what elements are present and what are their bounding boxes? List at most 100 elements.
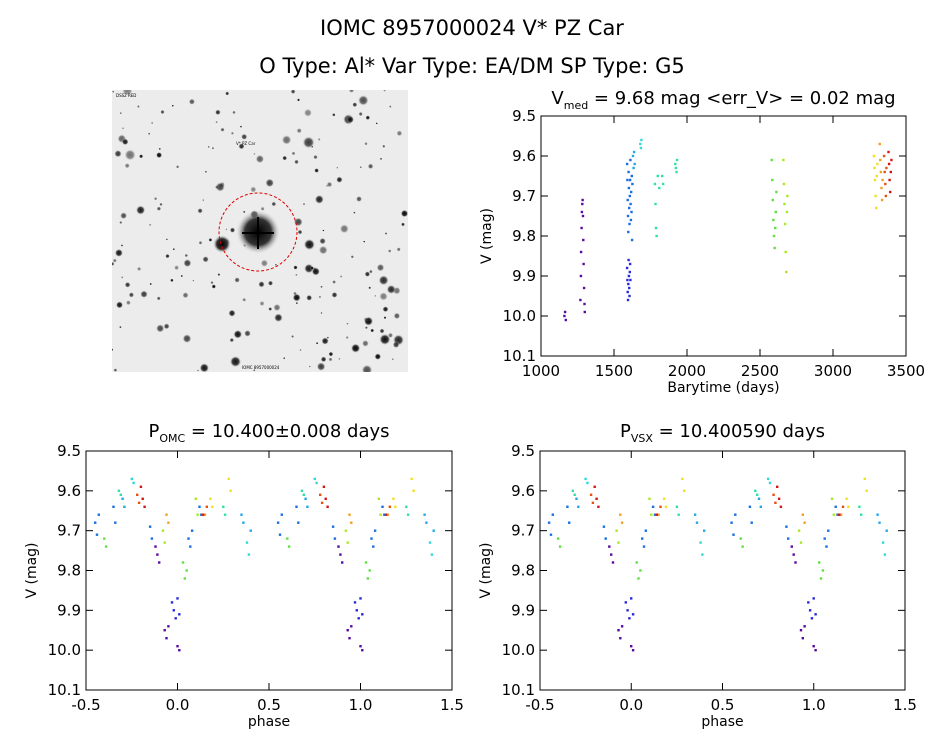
data-point: [821, 569, 825, 572]
star: [220, 127, 225, 132]
x-tick-label: 0.5: [257, 696, 281, 714]
data-point: [276, 521, 280, 524]
data-point: [818, 561, 821, 564]
data-point: [579, 298, 582, 302]
series-0: [563, 198, 586, 322]
data-point: [750, 521, 753, 524]
star: [156, 152, 163, 159]
data-point: [827, 529, 830, 532]
x-tick-label: 1500: [595, 362, 633, 380]
data-point: [132, 481, 135, 485]
x-tick-label: 2500: [741, 362, 779, 380]
y-tick-label: 10.0: [48, 641, 81, 659]
data-point: [628, 286, 631, 290]
star: [396, 247, 401, 252]
data-point: [364, 561, 368, 564]
data-point: [617, 629, 620, 632]
data-point: [626, 290, 629, 294]
y-tick-label: 10.1: [503, 347, 536, 365]
data-point: [580, 226, 583, 230]
y-tick-label: 9.7: [512, 187, 536, 205]
data-point: [104, 545, 108, 548]
series-6: [770, 158, 778, 250]
data-point: [430, 553, 434, 556]
data-point: [635, 561, 638, 564]
data-point: [223, 513, 227, 516]
series-2: [625, 158, 634, 242]
data-point: [782, 158, 785, 162]
data-point: [626, 609, 629, 612]
data-point: [653, 513, 657, 516]
star: [320, 312, 323, 314]
data-point: [392, 497, 395, 500]
star: [202, 199, 205, 202]
data-point: [756, 493, 759, 496]
data-point: [350, 625, 353, 628]
data-point: [123, 505, 126, 508]
star: [365, 326, 368, 330]
star: [383, 90, 386, 92]
star: [250, 186, 257, 193]
star: [367, 163, 374, 170]
star: [139, 154, 144, 159]
star: [172, 248, 175, 251]
data-point: [240, 513, 243, 516]
data-point: [639, 146, 643, 150]
star: [159, 202, 163, 206]
data-point: [777, 497, 781, 500]
data-point: [628, 617, 631, 620]
star: [217, 273, 221, 276]
data-point: [628, 194, 631, 198]
data-point: [624, 601, 627, 604]
star: [332, 113, 336, 117]
y-tick-label: 10.0: [503, 307, 536, 325]
data-point: [872, 154, 876, 158]
data-point: [631, 649, 635, 652]
star: [361, 364, 373, 372]
star: [241, 133, 248, 140]
star: [135, 205, 146, 215]
data-point: [759, 505, 762, 508]
star: [215, 182, 225, 192]
data-point: [875, 174, 878, 178]
star: [368, 286, 372, 290]
star: [244, 330, 251, 337]
data-point: [566, 505, 569, 508]
series-8: [662, 477, 868, 508]
star: [156, 206, 162, 211]
star: [400, 209, 408, 218]
data-point: [887, 162, 891, 166]
data-point: [568, 521, 571, 524]
data-point: [693, 513, 697, 516]
data-point: [432, 529, 435, 532]
star: [202, 256, 209, 263]
data-point: [810, 617, 814, 620]
series-11: [887, 150, 893, 194]
data-point: [383, 513, 386, 516]
series-8: [209, 477, 415, 508]
data-point: [632, 150, 636, 154]
data-point: [593, 485, 596, 488]
series-10: [589, 493, 845, 508]
star: [299, 348, 302, 352]
data-point: [357, 617, 360, 620]
star: [365, 115, 371, 120]
data-point: [876, 513, 879, 516]
star: [121, 276, 124, 279]
star: [174, 265, 180, 271]
star: [273, 303, 281, 312]
star: [328, 357, 333, 362]
data-point: [748, 505, 752, 508]
data-point: [381, 505, 384, 508]
data-point: [286, 537, 289, 540]
data-point: [563, 314, 566, 318]
star: [336, 166, 339, 169]
star: [338, 357, 341, 360]
star: [359, 166, 362, 169]
data-point: [589, 493, 593, 496]
chart-panel-2: -0.5 0.0 0.5 1.0 1.5 9.5 9.6 9.7 9.8 9.9 10.0 10.1 p…: [478, 421, 917, 730]
data-point: [355, 609, 358, 612]
star: [293, 265, 298, 270]
star: [121, 138, 129, 146]
star: [128, 292, 135, 298]
